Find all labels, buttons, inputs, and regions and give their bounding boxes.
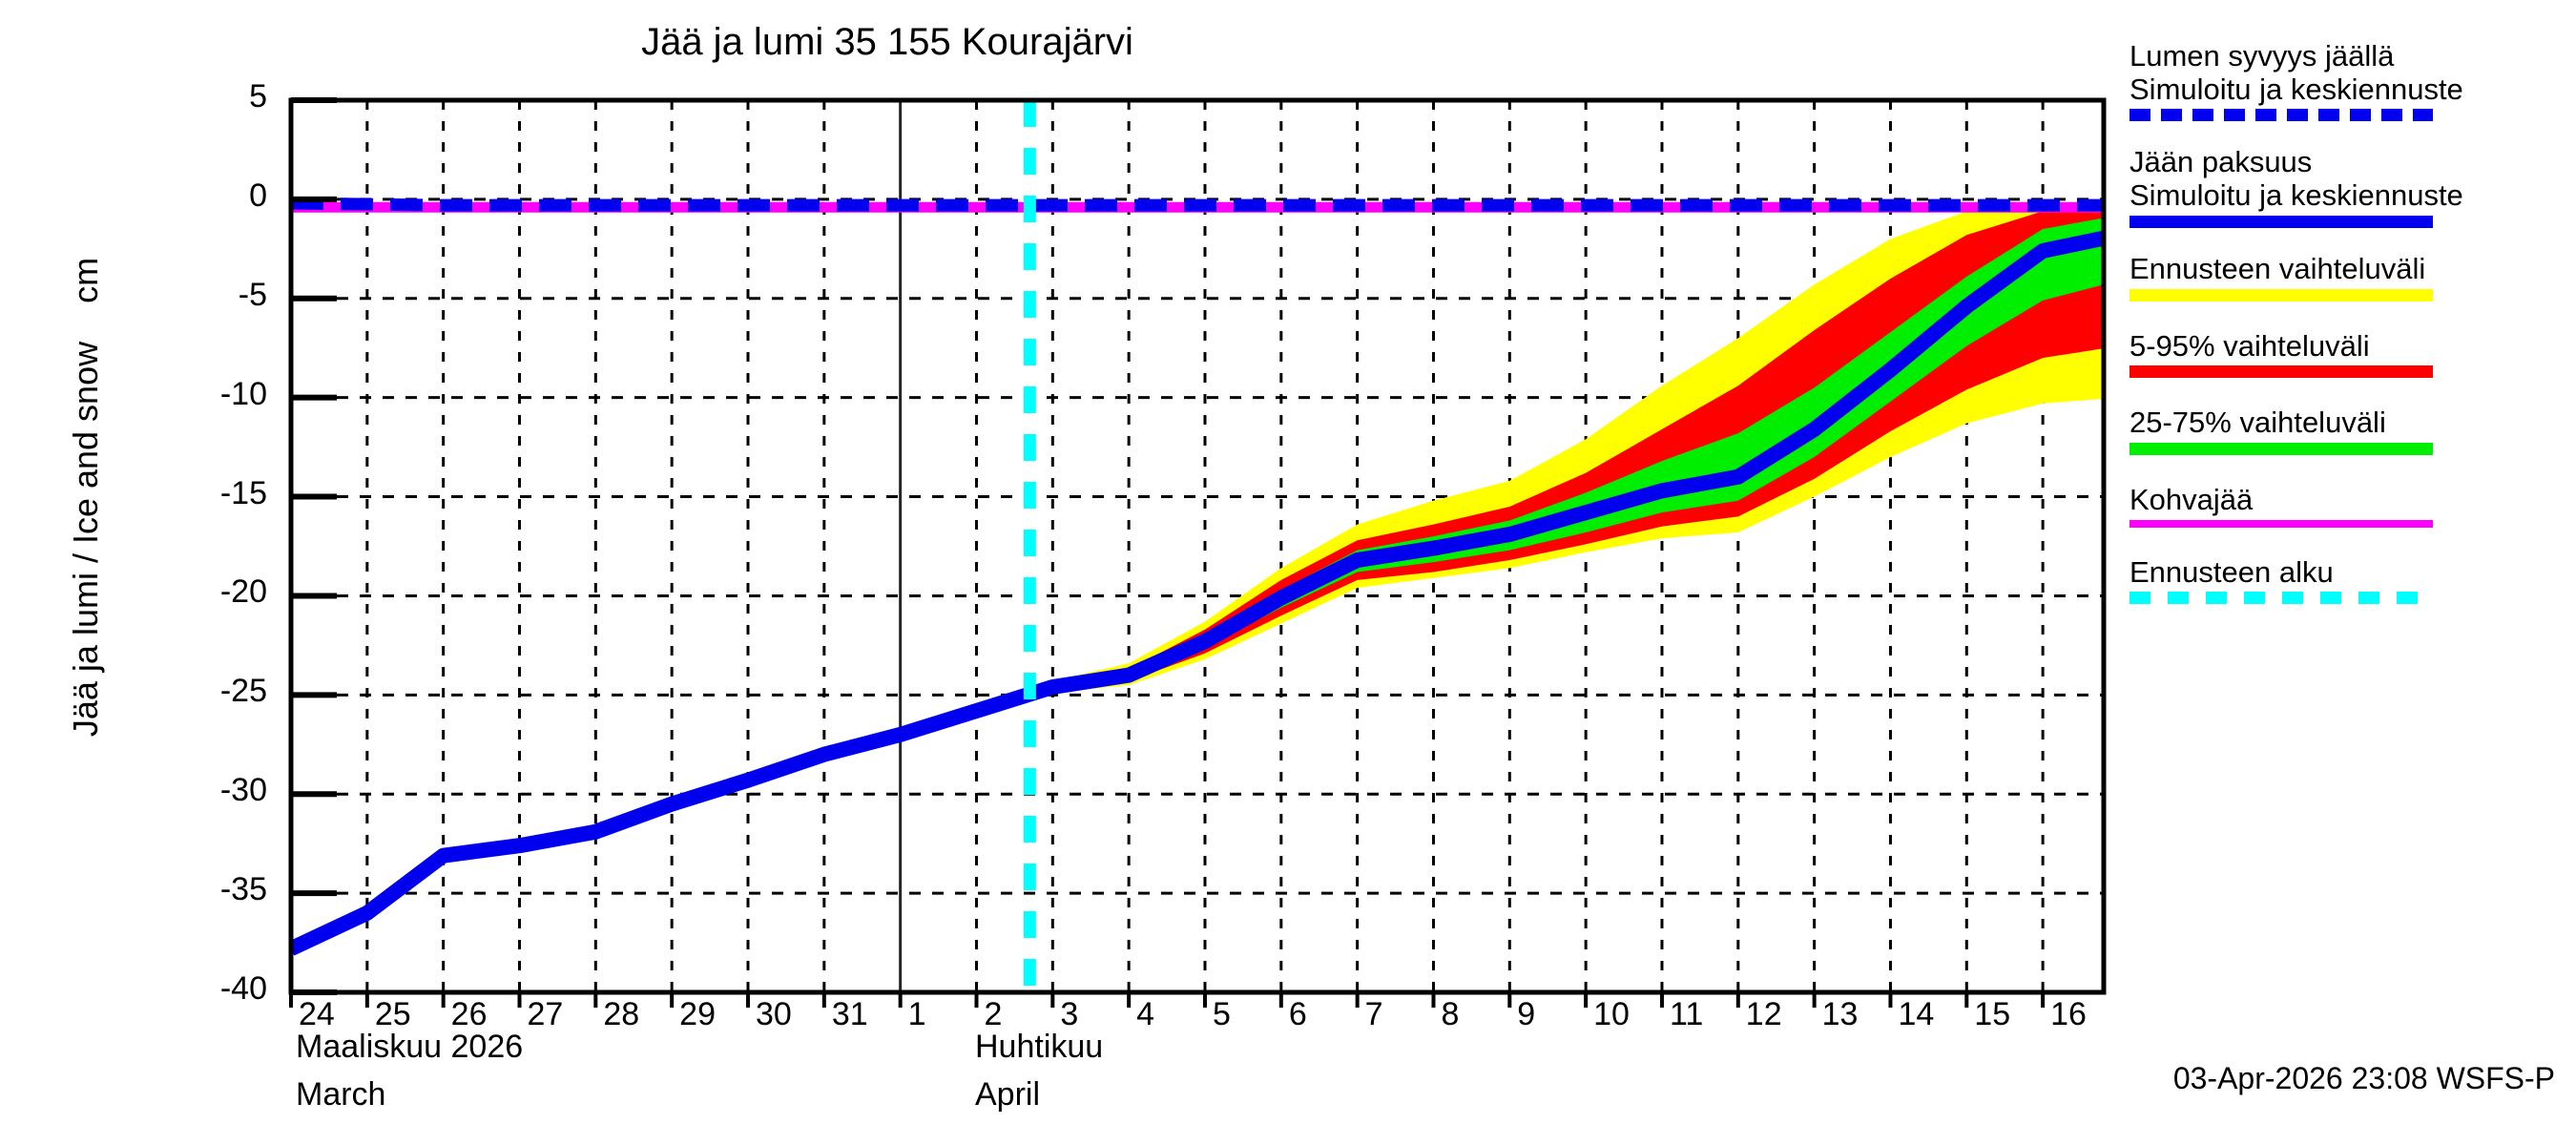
legend-item-range-25-75: 25-75% vaihteluväli xyxy=(2129,406,2576,456)
data-lines xyxy=(291,197,2104,956)
x-tick-label: 10 xyxy=(1593,996,1630,1032)
x-tick-label: 11 xyxy=(1669,996,1704,1032)
x-tick-label: 5 xyxy=(1212,996,1231,1032)
y-tick-label: -10 xyxy=(219,375,267,412)
x-tick-label: 13 xyxy=(1821,996,1859,1032)
y-tick-label: -5 xyxy=(238,276,267,313)
y-tick-label: -25 xyxy=(219,673,267,710)
x-tick-label: 16 xyxy=(2050,996,2087,1032)
x-tick-label: 9 xyxy=(1517,996,1536,1032)
legend-label: Jään paksuus xyxy=(2129,145,2313,179)
x-tick-label: 6 xyxy=(1288,996,1307,1032)
y-tick-label: -15 xyxy=(219,474,267,511)
legend-swatch-forecast-start xyxy=(2129,592,2433,605)
x-tick-label: 2 xyxy=(984,996,1003,1032)
x-tick-label: 12 xyxy=(1745,996,1782,1032)
x-tick-label: 1 xyxy=(907,996,926,1032)
legend-swatch-ice-thickness xyxy=(2129,215,2433,228)
legend-sublabel: Simuloitu ja keskiennuste xyxy=(2129,72,2463,106)
legend-swatch-slush-ice xyxy=(2129,519,2433,528)
legend-item-forecast-range: Ennusteen vaihteluväli xyxy=(2129,251,2576,302)
x-tick-label: 29 xyxy=(679,996,716,1032)
chart-title: Jää ja lumi 35 155 Kourajärvi xyxy=(641,21,1133,63)
month-label-en-0: March xyxy=(296,1076,386,1113)
x-tick-label: 4 xyxy=(1136,996,1155,1032)
y-tick-label: 5 xyxy=(249,78,267,114)
month-label-fi-1: Huhtikuu xyxy=(975,1029,1104,1065)
legend-swatch-forecast-range xyxy=(2129,288,2433,302)
forecast-bands xyxy=(1052,207,2104,694)
y-tick-label: -40 xyxy=(219,970,267,1007)
x-tick-label: 31 xyxy=(831,996,868,1032)
axis-ticks xyxy=(289,97,2046,1008)
x-tick-label: 15 xyxy=(1974,996,2011,1032)
legend-label: 5-95% vaihteluväli xyxy=(2129,328,2370,363)
legend-sublabel: Simuloitu ja keskiennuste xyxy=(2129,178,2463,213)
x-tick-label: 14 xyxy=(1898,996,1935,1032)
x-tick-label: 30 xyxy=(755,996,792,1032)
gridlines xyxy=(291,100,2104,992)
legend-item-snow-depth-on-ice: Lumen syvyys jäällä Simuloitu ja keskienn… xyxy=(2129,39,2576,122)
axis-frame xyxy=(288,97,2107,995)
legend-item-slush-ice: Kohvajää xyxy=(2129,483,2576,528)
x-tick-label: 3 xyxy=(1060,996,1079,1032)
y-tick-label: -20 xyxy=(219,573,267,611)
legend-swatch-range-5-95 xyxy=(2129,365,2433,379)
legend-label: Ennusteen alku xyxy=(2129,554,2334,589)
x-tick-label: 26 xyxy=(450,996,488,1032)
legend-label: Lumen syvyys jäällä xyxy=(2129,39,2395,73)
x-tick-label: 8 xyxy=(1441,996,1460,1032)
footer-timestamp: 03-Apr-2026 23:08 WSFS-P xyxy=(2172,1061,2555,1095)
month-label-en-1: April xyxy=(975,1076,1041,1113)
legend-item-ice-thickness: Jään paksuus Simuloitu ja keskiennuste xyxy=(2129,145,2576,228)
x-tick-label: 28 xyxy=(603,996,640,1032)
legend-label: Ennusteen vaihteluväli xyxy=(2129,251,2426,285)
x-tick-label: 24 xyxy=(299,996,335,1032)
legend-swatch-range-25-75 xyxy=(2129,443,2433,456)
y-tick-label: -30 xyxy=(219,772,267,809)
legend-item-range-5-95: 5-95% vaihteluväli xyxy=(2129,328,2576,379)
chart-legend: Lumen syvyys jäällä Simuloitu ja keskienn… xyxy=(2129,39,2576,633)
legend-swatch-snow-depth-on-ice xyxy=(2129,109,2433,122)
legend-label: 25-75% vaihteluväli xyxy=(2129,406,2386,440)
x-tick-label: 7 xyxy=(1364,996,1383,1032)
x-tick-label: 27 xyxy=(527,996,564,1032)
legend-label: Kohvajää xyxy=(2129,483,2254,517)
y-tick-label: 0 xyxy=(249,177,267,214)
month-label-fi-0: Maaliskuu 2026 xyxy=(296,1029,524,1065)
legend-item-forecast-start: Ennusteen alku xyxy=(2129,554,2576,605)
x-tick-label: 25 xyxy=(374,996,411,1032)
y-tick-label: -35 xyxy=(219,871,267,908)
